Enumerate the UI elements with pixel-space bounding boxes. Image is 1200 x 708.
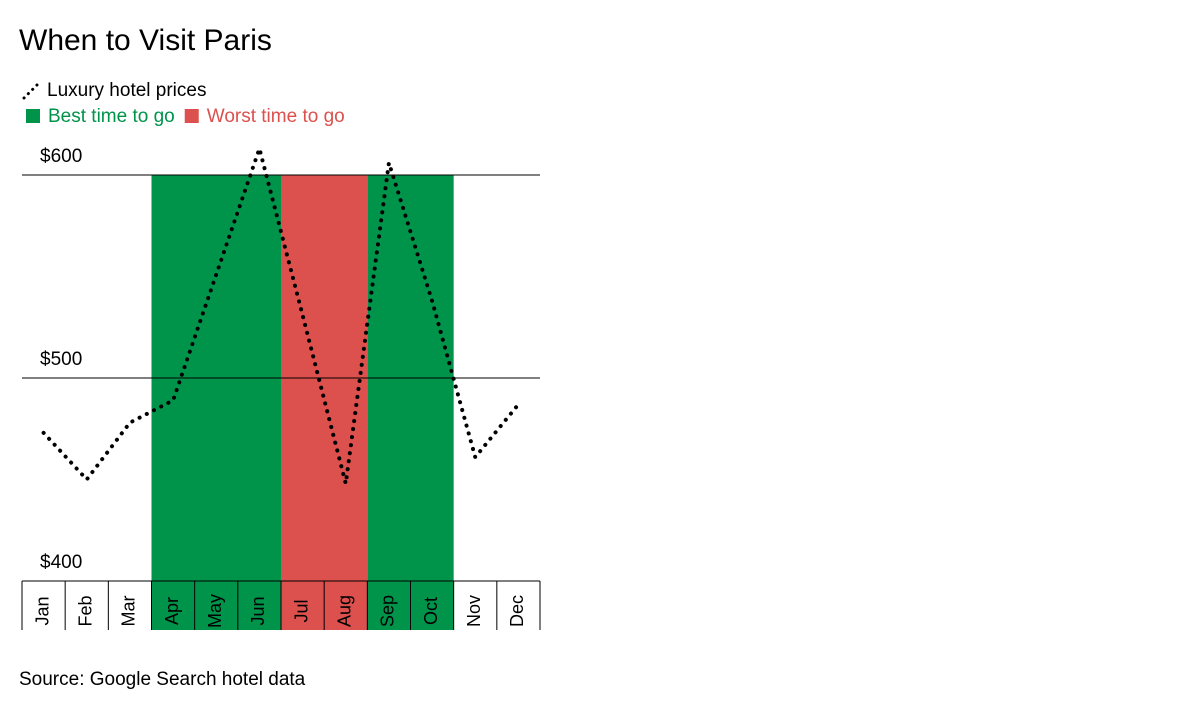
y-tick-label: $600 (40, 146, 82, 167)
legend-label: Best time to go (48, 106, 175, 127)
legend-label: Worst time to go (207, 106, 345, 127)
y-tick-label: $500 (40, 349, 82, 370)
x-tick-label: Apr (162, 597, 182, 625)
x-tick-label: Feb (76, 595, 96, 626)
legend-swatch (26, 109, 40, 123)
source: Source: Google Search hotel data (19, 669, 306, 690)
x-tick-label: Aug (335, 595, 355, 627)
x-tick-label: Oct (421, 597, 441, 625)
y-tick-label: $400 (40, 552, 82, 573)
x-tick-label: Nov (464, 595, 484, 627)
x-tick-label: Jun (248, 596, 268, 625)
highlight-band (151, 175, 281, 630)
x-tick-label: Jul (291, 599, 311, 622)
x-tick-label: Sep (378, 595, 398, 627)
x-tick-label: Mar (119, 595, 139, 626)
x-tick-label: May (205, 594, 225, 628)
x-tick-label: Dec (507, 595, 527, 627)
legend-swatch (184, 109, 199, 123)
x-tick-label: Jan (32, 596, 52, 625)
price-line (41, 141, 521, 485)
chart-title: When to Visit Paris (19, 24, 272, 57)
legend-line-icon (22, 83, 39, 100)
legend-label: Luxury hotel prices (47, 80, 206, 101)
highlight-band (367, 175, 454, 630)
